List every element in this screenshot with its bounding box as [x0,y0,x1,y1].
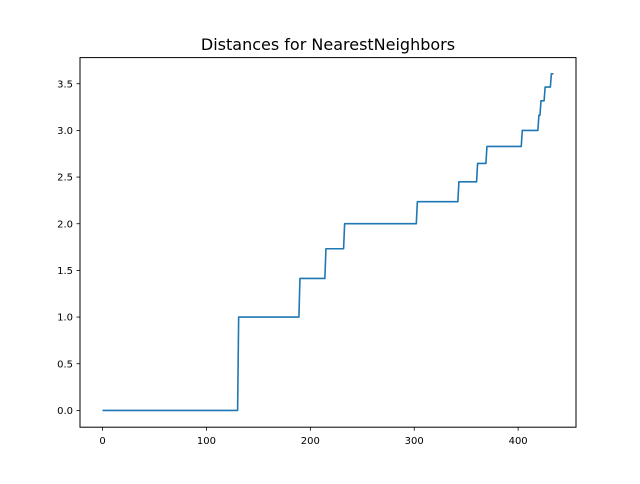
y-tick-label: 1.5 [57,266,73,277]
plot-area-frame [79,57,577,428]
y-tick-label: 0.5 [57,359,73,370]
series-line [102,73,554,412]
x-tick-label: 0 [99,436,105,447]
x-tick-label: 400 [509,436,528,447]
x-tick-label: 300 [405,436,424,447]
y-tick-label: 1.0 [57,313,73,324]
series-group [102,73,554,412]
y-tick-label: 0.0 [57,406,73,417]
y-tick-label: 3.0 [57,126,73,137]
y-tick-label: 2.5 [57,173,73,184]
y-tick-label: 2.0 [57,219,73,230]
axis-ticks: 0 100 200 300 400 0.0 0.5 1.0 1.5 2.0 2.5 3.0 3.5 [57,79,528,447]
y-tick-label: 3.5 [57,79,73,90]
x-tick-label: 100 [197,436,216,447]
x-tick-label: 200 [301,436,320,447]
chart-title: Distances for NearestNeighbors [201,35,455,54]
